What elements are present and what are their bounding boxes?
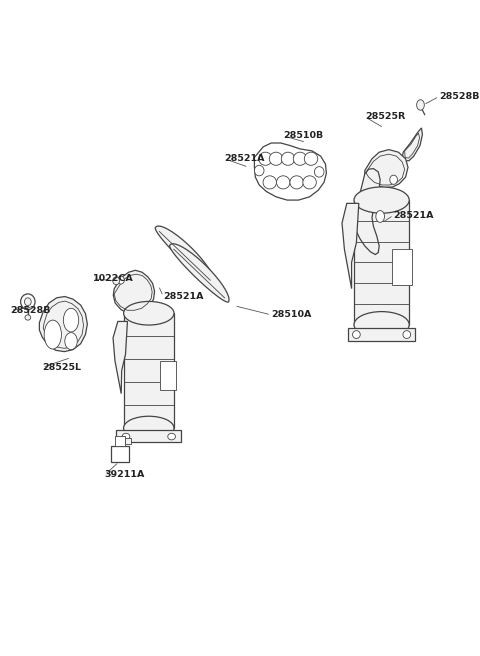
Ellipse shape bbox=[113, 277, 120, 285]
Ellipse shape bbox=[65, 333, 77, 350]
Ellipse shape bbox=[290, 176, 303, 189]
Ellipse shape bbox=[24, 298, 31, 306]
Text: 28510A: 28510A bbox=[271, 310, 312, 319]
Bar bbox=[125, 438, 131, 444]
Ellipse shape bbox=[403, 331, 410, 338]
Ellipse shape bbox=[124, 417, 174, 440]
Polygon shape bbox=[116, 430, 181, 442]
Text: 1022CA: 1022CA bbox=[93, 274, 133, 283]
Ellipse shape bbox=[254, 165, 264, 176]
Text: 28528B: 28528B bbox=[11, 306, 51, 315]
Ellipse shape bbox=[352, 331, 360, 338]
Polygon shape bbox=[156, 226, 215, 285]
Polygon shape bbox=[170, 244, 229, 302]
Bar bbox=[159, 361, 177, 390]
Text: 28525L: 28525L bbox=[42, 363, 81, 372]
Text: 28521A: 28521A bbox=[225, 154, 265, 163]
Ellipse shape bbox=[63, 308, 79, 332]
Ellipse shape bbox=[168, 433, 176, 440]
Ellipse shape bbox=[304, 152, 318, 165]
Text: 39211A: 39211A bbox=[105, 470, 145, 480]
Polygon shape bbox=[113, 321, 128, 394]
Bar bbox=[392, 249, 412, 285]
Ellipse shape bbox=[263, 176, 276, 189]
Polygon shape bbox=[355, 169, 380, 255]
Polygon shape bbox=[348, 328, 415, 341]
Text: 28525R: 28525R bbox=[365, 112, 405, 121]
Polygon shape bbox=[254, 143, 326, 200]
Polygon shape bbox=[402, 128, 422, 161]
Ellipse shape bbox=[122, 433, 130, 440]
Ellipse shape bbox=[118, 276, 124, 284]
Polygon shape bbox=[365, 150, 408, 188]
Ellipse shape bbox=[44, 320, 61, 349]
Bar bbox=[115, 436, 125, 446]
Text: 28528B: 28528B bbox=[439, 92, 480, 101]
Bar bbox=[111, 446, 129, 462]
Ellipse shape bbox=[303, 176, 316, 189]
Polygon shape bbox=[113, 270, 155, 314]
Text: 28521A: 28521A bbox=[163, 292, 204, 301]
Ellipse shape bbox=[354, 187, 409, 213]
Polygon shape bbox=[354, 200, 409, 325]
Ellipse shape bbox=[293, 152, 307, 165]
Ellipse shape bbox=[21, 294, 35, 310]
Ellipse shape bbox=[281, 152, 295, 165]
Ellipse shape bbox=[276, 176, 290, 189]
Ellipse shape bbox=[25, 315, 31, 320]
Ellipse shape bbox=[269, 152, 283, 165]
Ellipse shape bbox=[354, 312, 409, 338]
Ellipse shape bbox=[390, 175, 397, 184]
Polygon shape bbox=[124, 314, 174, 428]
Ellipse shape bbox=[124, 302, 174, 325]
Polygon shape bbox=[342, 203, 359, 289]
Text: 28510B: 28510B bbox=[283, 131, 324, 140]
Ellipse shape bbox=[259, 152, 272, 165]
Ellipse shape bbox=[314, 167, 324, 177]
Ellipse shape bbox=[376, 211, 384, 222]
Text: 28521A: 28521A bbox=[394, 211, 434, 220]
Ellipse shape bbox=[417, 100, 424, 110]
Polygon shape bbox=[39, 297, 87, 352]
